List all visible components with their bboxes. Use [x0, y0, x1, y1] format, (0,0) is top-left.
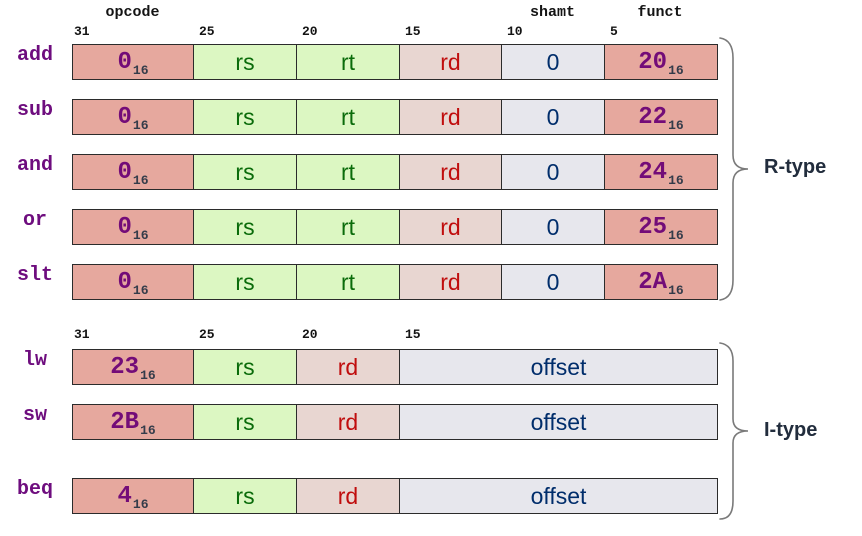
rs-field: rs — [194, 350, 297, 384]
instruction-row-lw: lw 23 16 rs rd offset — [0, 349, 718, 385]
bit-label-20-i: 20 — [302, 327, 318, 342]
rs-field: rs — [194, 479, 297, 513]
mnemonic-label: sw — [22, 404, 47, 427]
rs-field: rs — [194, 405, 297, 439]
rs-field: rs — [194, 100, 297, 134]
header-shamt: shamt — [529, 4, 575, 21]
instruction-word: 4 16 rs rd offset — [72, 478, 718, 514]
rd-field: rd — [400, 265, 502, 299]
opcode-field: 0 16 — [73, 45, 194, 79]
opcode-field: 0 16 — [73, 265, 194, 299]
offset-field: offset — [400, 405, 717, 439]
bit-label-25-i: 25 — [199, 327, 215, 342]
rd-field: rd — [297, 350, 400, 384]
bit-label-20: 20 — [302, 24, 318, 39]
rs-field: rs — [194, 265, 297, 299]
rd-field: rd — [400, 210, 502, 244]
mnemonic-label: beq — [16, 478, 53, 501]
rd-field: rd — [297, 479, 400, 513]
opcode-field: 0 16 — [73, 155, 194, 189]
header-opcode: opcode — [105, 4, 160, 21]
funct-field: 20 16 — [605, 45, 717, 79]
opcode-field: 0 16 — [73, 100, 194, 134]
header-funct: funct — [637, 4, 683, 21]
opcode-field: 23 16 — [73, 350, 194, 384]
bit-label-31: 31 — [74, 24, 90, 39]
instruction-word: 0 16 rs rt rd 0 22 16 — [72, 99, 718, 135]
mnemonic-label: add — [16, 44, 53, 67]
instruction-word: 2B 16 rs rd offset — [72, 404, 718, 440]
instruction-row-sub: sub 0 16 rs rt rd 0 22 16 — [0, 99, 718, 135]
offset-field: offset — [400, 479, 717, 513]
rt-field: rt — [297, 155, 400, 189]
rs-field: rs — [194, 45, 297, 79]
bit-label-10: 10 — [507, 24, 523, 39]
i-type-brace — [719, 342, 749, 520]
bit-label-25: 25 — [199, 24, 215, 39]
opcode-field: 0 16 — [73, 210, 194, 244]
rd-field: rd — [400, 100, 502, 134]
shamt-field: 0 — [502, 155, 605, 189]
shamt-field: 0 — [502, 100, 605, 134]
rt-field: rt — [297, 45, 400, 79]
rs-field: rs — [194, 210, 297, 244]
funct-field: 25 16 — [605, 210, 717, 244]
mnemonic-label: and — [16, 154, 53, 177]
shamt-field: 0 — [502, 210, 605, 244]
rt-field: rt — [297, 100, 400, 134]
rd-field: rd — [400, 45, 502, 79]
bit-label-5: 5 — [610, 24, 618, 39]
bit-label-31-i: 31 — [74, 327, 90, 342]
instruction-word: 0 16 rs rt rd 0 2A 16 — [72, 264, 718, 300]
rt-field: rt — [297, 210, 400, 244]
instruction-row-add: add 0 16 rs rt rd 0 20 16 — [0, 44, 718, 80]
instruction-row-sw: sw 2B 16 rs rd offset — [0, 404, 718, 440]
shamt-field: 0 — [502, 45, 605, 79]
bit-label-15-i: 15 — [405, 327, 421, 342]
opcode-field: 2B 16 — [73, 405, 194, 439]
shamt-field: 0 — [502, 265, 605, 299]
mnemonic-label: lw — [22, 349, 47, 372]
funct-field: 2A 16 — [605, 265, 717, 299]
offset-field: offset — [400, 350, 717, 384]
instruction-word: 0 16 rs rt rd 0 25 16 — [72, 209, 718, 245]
r-type-label: R-type — [764, 156, 827, 178]
funct-field: 22 16 — [605, 100, 717, 134]
instruction-word: 0 16 rs rt rd 0 24 16 — [72, 154, 718, 190]
instruction-row-or: or 0 16 rs rt rd 0 25 16 — [0, 209, 718, 245]
instruction-word: 0 16 rs rt rd 0 20 16 — [72, 44, 718, 80]
rt-field: rt — [297, 265, 400, 299]
r-type-brace — [719, 37, 749, 301]
instruction-row-beq: beq 4 16 rs rd offset — [0, 478, 718, 514]
rd-field: rd — [297, 405, 400, 439]
bit-label-15: 15 — [405, 24, 421, 39]
mnemonic-label: sub — [16, 99, 53, 122]
instruction-row-slt: slt 0 16 rs rt rd 0 2A 16 — [0, 264, 718, 300]
instruction-word: 23 16 rs rd offset — [72, 349, 718, 385]
mnemonic-label: or — [22, 209, 47, 232]
funct-field: 24 16 — [605, 155, 717, 189]
i-type-label: I-type — [764, 419, 818, 441]
rd-field: rd — [400, 155, 502, 189]
instruction-row-and: and 0 16 rs rt rd 0 24 16 — [0, 154, 718, 190]
mnemonic-label: slt — [16, 264, 53, 287]
opcode-field: 4 16 — [73, 479, 194, 513]
rs-field: rs — [194, 155, 297, 189]
